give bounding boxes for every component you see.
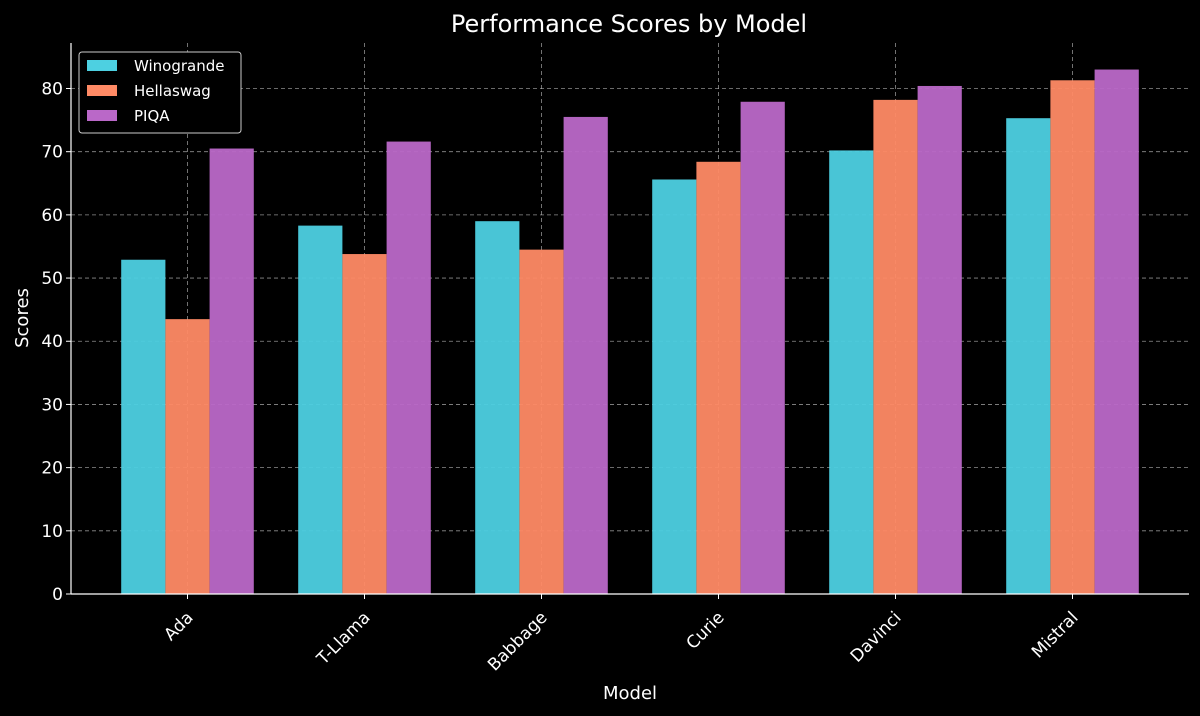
bar-hellaswag-mistral	[1050, 80, 1095, 595]
bar-piqa-babbage	[563, 116, 608, 594]
bar-winogrande-babbage	[475, 221, 520, 594]
bar-piqa-mistral	[1094, 69, 1139, 594]
y-tick-label: 60	[41, 206, 63, 226]
legend-label: PIQA	[134, 107, 170, 125]
bar-winogrande-davinci	[829, 150, 874, 594]
bar-piqa-davinci	[917, 85, 962, 594]
legend-swatch-winogrande	[87, 60, 117, 71]
y-tick-label: 20	[41, 459, 63, 479]
legend-label: Hellaswag	[134, 82, 211, 100]
legend-swatch-piqa	[87, 110, 117, 121]
legend: Winogrande Hellaswag PIQA	[78, 51, 242, 134]
bar-winogrande-mistral	[1006, 118, 1051, 594]
bar-hellaswag-curie	[696, 161, 741, 594]
bar-hellaswag-t-llama	[342, 254, 387, 595]
bar-hellaswag-davinci	[873, 99, 918, 594]
x-axis-label: Model	[603, 683, 657, 704]
y-tick-label: 50	[41, 269, 63, 289]
y-tick-label: 40	[41, 332, 63, 352]
bar-piqa-t-llama	[386, 141, 431, 594]
bars	[121, 69, 1139, 595]
bar-piqa-curie	[740, 101, 785, 595]
y-tick-label: 70	[41, 143, 63, 163]
bar-piqa-ada	[209, 148, 254, 594]
legend-swatch-hellaswag	[87, 85, 117, 96]
y-tick-label: 30	[41, 395, 63, 415]
y-axis-label: Scores	[12, 288, 33, 348]
legend-label: Winogrande	[134, 57, 225, 75]
chart-title: Performance Scores by Model	[451, 10, 807, 38]
bar-winogrande-curie	[652, 179, 697, 594]
bar-winogrande-ada	[121, 259, 166, 594]
y-tick-label: 0	[52, 585, 63, 605]
y-tick-label: 80	[41, 79, 63, 99]
y-tick-label: 10	[41, 522, 63, 542]
y-ticks: 0 10 20 30 40 50 60 70 80	[41, 79, 71, 605]
bar-hellaswag-ada	[165, 319, 210, 594]
bar-hellaswag-babbage	[519, 249, 564, 594]
bar-winogrande-t-llama	[298, 225, 343, 594]
legend-frame	[78, 51, 242, 134]
